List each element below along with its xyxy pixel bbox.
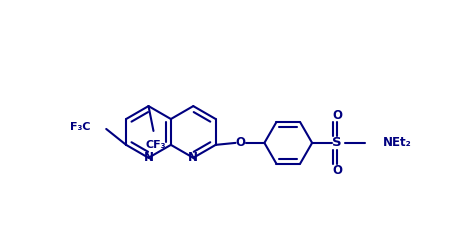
Text: CF₃: CF₃	[145, 140, 166, 150]
Text: NEt₂: NEt₂	[383, 136, 412, 149]
Text: N: N	[143, 151, 154, 164]
Text: F₃C: F₃C	[70, 122, 90, 132]
Text: S: S	[332, 136, 342, 149]
Text: O: O	[332, 164, 342, 177]
Text: O: O	[236, 136, 245, 149]
Text: N: N	[188, 151, 198, 164]
Text: O: O	[332, 109, 342, 122]
